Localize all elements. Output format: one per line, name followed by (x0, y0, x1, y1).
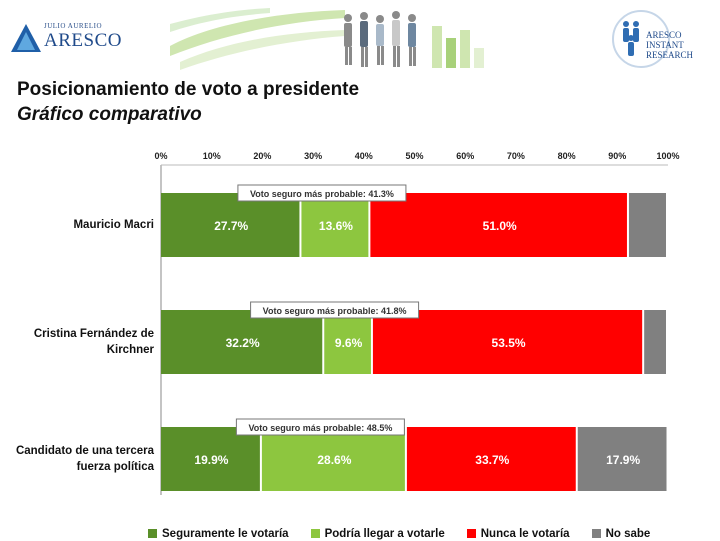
logo-right-line-2: INSTANT (646, 40, 684, 50)
bar-segment (301, 193, 369, 257)
people-icon (623, 21, 639, 56)
logo-text: ARESCO (44, 30, 122, 51)
aresco-logo: JULIO AURELIO ARESCO (8, 16, 121, 60)
category-label: Cristina Fernández de Kirchner (6, 326, 154, 358)
category-label: Candidato de una tercera fuerza política (6, 443, 154, 475)
x-tick-label: 40% (355, 151, 373, 161)
category-label-line: Candidato de una tercera (15, 445, 154, 457)
bar-segment (161, 427, 260, 491)
bar-segment (370, 193, 627, 257)
x-tick-label: 70% (507, 151, 525, 161)
bar-segment (628, 193, 666, 257)
legend-swatch (466, 529, 476, 538)
category-label-line: Cristina Fernández de (33, 328, 154, 340)
legend-label: Seguramente le votaría (162, 527, 289, 540)
legend-item: Podría llegar a votarle (310, 526, 445, 541)
annotation-box (250, 301, 420, 319)
people-graphic (344, 11, 484, 68)
category-label-line: fuerza política (76, 461, 154, 473)
legend-item: No sabe (591, 526, 651, 541)
legend-label: Nunca le votaría (480, 527, 570, 540)
legend-swatch (310, 529, 320, 538)
bar-segment (324, 310, 371, 374)
x-tick-label: 30% (304, 151, 322, 161)
x-tick-label: 80% (558, 151, 576, 161)
legend-swatch (148, 529, 157, 538)
bar-segment (161, 310, 323, 374)
logo-subtext: JULIO AURELIO (44, 22, 103, 30)
logo-right-line-3: RESEARCH (646, 50, 694, 60)
stacked-bar-chart: 0% 10% 20% 30% 40% 50% 60% 70% 80% 90% 100% 27.7% 13… (154, 151, 680, 495)
x-tick-label: 10% (203, 151, 221, 161)
data-label: 32.2% (226, 336, 260, 350)
x-tick-label: 60% (456, 151, 474, 161)
data-label: 28.6% (317, 453, 351, 467)
data-label: 19.9% (194, 453, 228, 467)
bar-segment (161, 193, 300, 257)
annotation-text: Voto seguro más probable: 48.5% (248, 423, 392, 433)
bar-segment (644, 310, 666, 374)
bar-segment (261, 427, 405, 491)
annotation-text: Voto seguro más probable: 41.8% (263, 306, 407, 316)
category-label-line: Kirchner (106, 344, 154, 356)
legend-swatch (591, 529, 601, 538)
triangle-logo-icon (11, 24, 41, 52)
aresco-instant-research-logo: ARESCO INSTANT RESEARCH (612, 10, 708, 76)
header: JULIO AURELIO ARESCO ARESCO (0, 0, 720, 78)
legend-label: Podría llegar a votarle (324, 527, 445, 540)
annotation-box (237, 184, 407, 202)
data-label: 13.6% (319, 219, 353, 233)
legend-label: No sabe (605, 527, 651, 540)
page-title: Posicionamiento de voto a presidente (17, 79, 360, 100)
page-subtitle: Gráfico comparativo (17, 104, 202, 125)
x-tick-label: 100% (656, 151, 679, 161)
data-label: 53.5% (492, 336, 526, 350)
annotation-box (235, 418, 405, 436)
x-tick-label: 0% (154, 151, 167, 161)
bar-segment (372, 310, 643, 374)
data-label: 51.0% (483, 219, 517, 233)
data-label: 9.6% (335, 336, 363, 350)
green-swoosh-graphic (170, 8, 345, 70)
x-tick-label: 50% (405, 151, 423, 161)
bar-segment (406, 427, 576, 491)
bar-segment (577, 427, 667, 491)
logo-right-line-1: ARESCO (646, 30, 682, 40)
data-label: 27.7% (214, 219, 248, 233)
legend-item: Seguramente le votaría (148, 526, 289, 541)
data-label: 17.9% (606, 453, 640, 467)
category-label: Mauricio Macri (6, 217, 154, 233)
legend-item: Nunca le votaría (466, 526, 570, 541)
data-label: 33.7% (475, 453, 509, 467)
category-label-line: Mauricio Macri (73, 219, 154, 231)
x-tick-label: 90% (608, 151, 626, 161)
chart-legend: Seguramente le votaría Podría llegar a vo… (148, 526, 650, 541)
x-tick-label: 20% (253, 151, 271, 161)
annotation-text: Voto seguro más probable: 41.3% (250, 189, 394, 199)
